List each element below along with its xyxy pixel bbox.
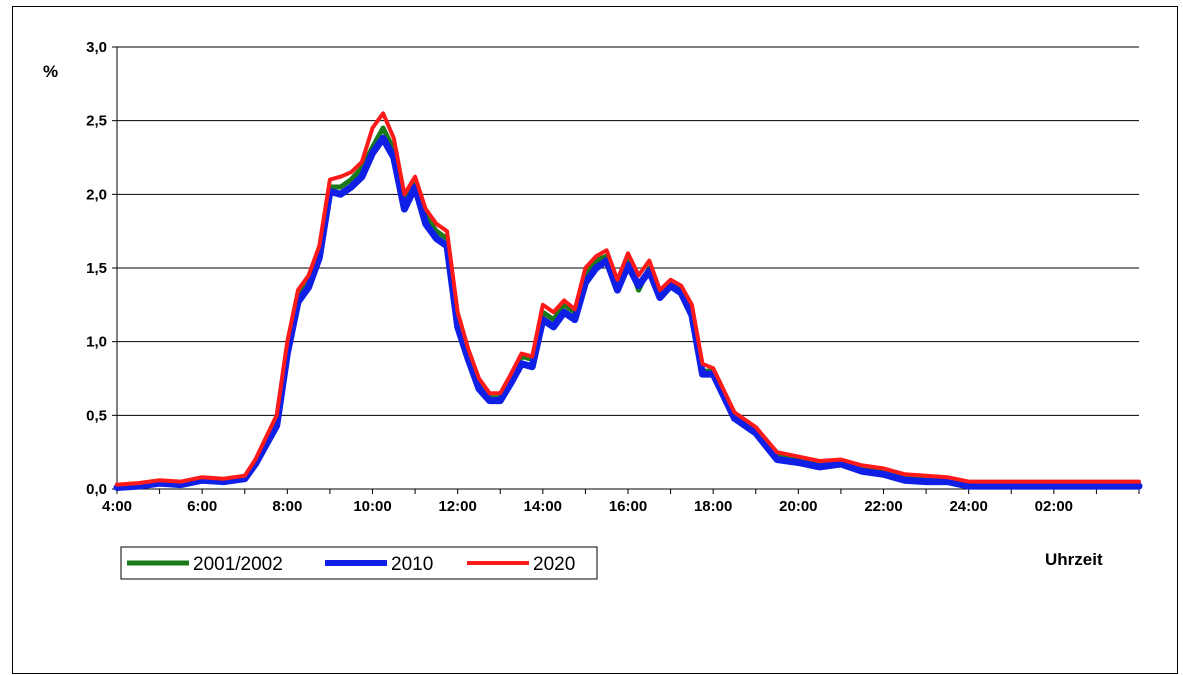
x-tick-label: 10:00	[353, 498, 391, 515]
gridlines	[117, 46, 1139, 416]
y-tick-label: 0,0	[86, 481, 107, 498]
x-tick-label: 14:00	[524, 498, 562, 515]
line-chart: 0,0 0,5 1,0 1,5 2,0 2,5 3,0 4:00 6:00 8:00 10:00 12…	[43, 39, 1143, 580]
x-tick-label: 4:00	[102, 498, 132, 515]
x-tick-label: 16:00	[609, 498, 647, 515]
x-tick-label: 24:00	[949, 498, 987, 515]
x-tick-label: 02:00	[1035, 498, 1073, 515]
x-tick-label: 18:00	[694, 498, 732, 515]
y-tick-label: 2,5	[86, 113, 107, 130]
series-lines	[113, 111, 1143, 491]
tick-labels: 0,0 0,5 1,0 1,5 2,0 2,5 3,0 4:00 6:00 8:00 10:00 12…	[86, 39, 1073, 515]
legend-label-2010: 2010	[391, 554, 433, 575]
x-tick-label: 12:00	[438, 498, 476, 515]
x-axis-label: Uhrzeit	[1045, 550, 1103, 569]
chart-frame: 0,0 0,5 1,0 1,5 2,0 2,5 3,0 4:00 6:00 8:00 10:00 12…	[12, 6, 1178, 674]
legend-label-2020: 2020	[533, 554, 575, 575]
legend-label-2001-2002: 2001/2002	[193, 554, 283, 575]
y-tick-label: 2,0	[86, 186, 107, 203]
y-tick-label: 3,0	[86, 39, 107, 56]
x-tick-label: 8:00	[272, 498, 302, 515]
legend: 2001/2002 2010 2020	[120, 546, 598, 580]
x-tick-label: 20:00	[779, 498, 817, 515]
x-tick-label: 22:00	[864, 498, 902, 515]
series-line-2010	[113, 134, 1143, 491]
y-tick-label: 1,0	[86, 334, 107, 351]
y-axis-label: %	[43, 62, 58, 81]
series-line-2020	[115, 111, 1141, 487]
y-tick-label: 1,5	[86, 260, 107, 277]
y-tick-label: 0,5	[86, 407, 107, 424]
x-tick-label: 6:00	[187, 498, 217, 515]
